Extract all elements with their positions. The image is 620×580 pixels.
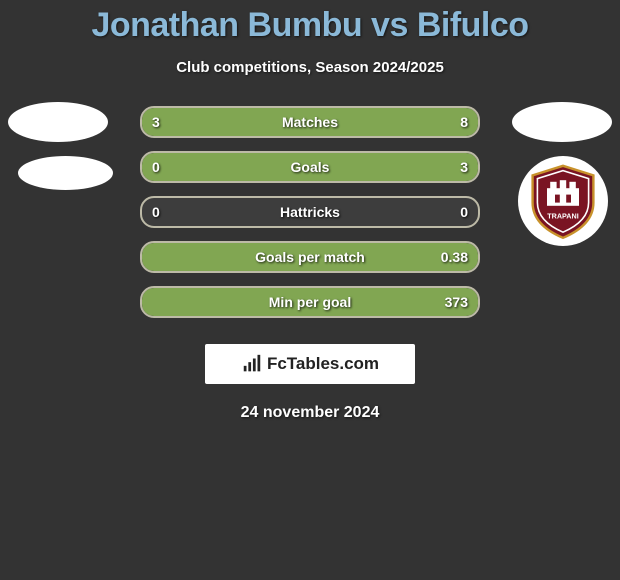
stat-value-left: 0: [152, 204, 160, 220]
stat-bar: 373 Min per goal: [140, 286, 480, 318]
player2-club-crest: TRAPANI: [518, 156, 608, 246]
stat-bar: 3 8 Matches: [140, 106, 480, 138]
stat-label: Goals: [291, 159, 330, 175]
stat-value-right: 0.38: [441, 249, 468, 265]
infographic-container: Jonathan Bumbu vs Bifulco Club competiti…: [0, 0, 620, 580]
stat-bar: 0 3 Goals: [140, 151, 480, 183]
bar-fill-right: [233, 108, 478, 136]
stat-label: Matches: [282, 114, 338, 130]
stat-label: Hattricks: [280, 204, 340, 220]
stat-label: Min per goal: [269, 294, 351, 310]
stat-value-left: 0: [152, 159, 160, 175]
fctables-logo: FcTables.com: [205, 344, 415, 384]
stat-bar: 0 0 Hattricks: [140, 196, 480, 228]
stat-label: Goals per match: [255, 249, 365, 265]
stat-bars: 3 8 Matches 0 3 Goals 0 0 Hattricks 0.38 Goals per…: [140, 106, 480, 318]
trapani-crest-icon: TRAPANI: [523, 161, 603, 241]
stat-value-right: 3: [460, 159, 468, 175]
stat-value-right: 0: [460, 204, 468, 220]
logo-text: FcTables.com: [267, 354, 379, 374]
player1-badge-top: [8, 102, 108, 142]
player1-badge-bottom: [18, 156, 113, 190]
stat-value-right: 373: [445, 294, 468, 310]
stat-value-left: 3: [152, 114, 160, 130]
page-title: Jonathan Bumbu vs Bifulco: [91, 6, 528, 45]
snapshot-date: 24 november 2024: [241, 404, 380, 422]
player2-badge-top: [512, 102, 612, 142]
chart-icon: [241, 353, 263, 375]
subtitle: Club competitions, Season 2024/2025: [176, 59, 444, 76]
svg-text:TRAPANI: TRAPANI: [547, 212, 578, 221]
stat-value-right: 8: [460, 114, 468, 130]
comparison-zone: TRAPANI 3 8 Matches 0 3 Goals 0 0 Hattricks 0.38 G…: [0, 106, 620, 318]
stat-bar: 0.38 Goals per match: [140, 241, 480, 273]
